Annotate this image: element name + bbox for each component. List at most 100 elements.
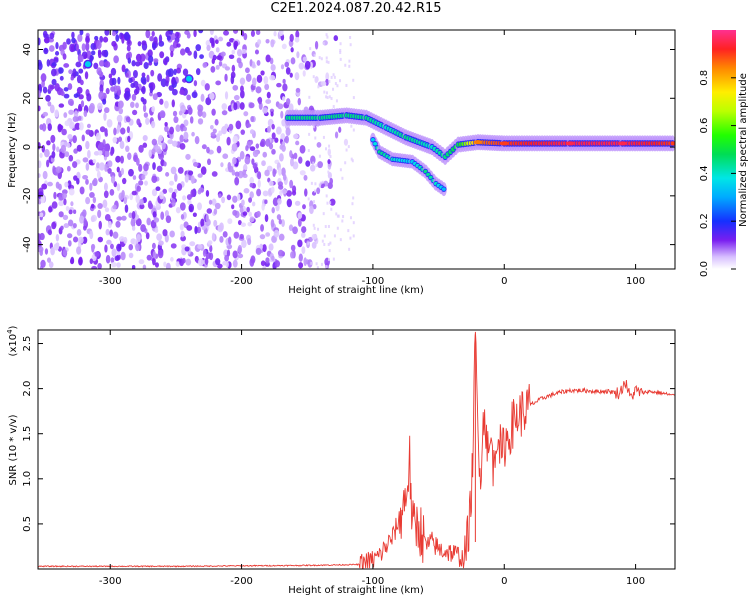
noise-blob (83, 54, 88, 59)
noise-blob (233, 102, 238, 111)
noise-blob (277, 198, 282, 205)
noise-blob (91, 265, 98, 269)
noise-blob (205, 190, 210, 197)
streak-mark (308, 95, 311, 99)
noise-blob (171, 99, 175, 108)
noise-blob (58, 211, 64, 218)
noise-blob (327, 171, 332, 179)
noise-blob (64, 181, 69, 188)
noise-blob (54, 109, 59, 118)
streak-mark (348, 64, 351, 68)
noise-blob (89, 102, 95, 112)
noise-blob (114, 255, 120, 262)
noise-blob (141, 174, 146, 180)
noise-blob (195, 68, 201, 76)
noise-blob (131, 190, 137, 196)
noise-blob (192, 212, 197, 218)
noise-blob (63, 63, 70, 68)
noise-blob (141, 78, 147, 85)
snr-x-ticks: -300 -200 -100 0 100 (99, 330, 645, 587)
noise-blob (72, 68, 77, 77)
noise-blob (79, 186, 85, 195)
streak-mark (337, 214, 340, 218)
noise-blob (90, 203, 95, 209)
streak-mark (348, 247, 351, 251)
noise-blob (67, 98, 74, 106)
streak-mark (310, 181, 313, 185)
noise-blob (96, 162, 100, 169)
noise-blob (252, 150, 259, 158)
noise-blob (224, 66, 231, 71)
noise-blob (179, 143, 186, 150)
colorbar-tick-label: 0.8 (699, 70, 710, 86)
noise-blob (171, 88, 178, 96)
noise-blob (317, 161, 323, 169)
colorbar: 0.0 0.2 0.4 0.6 0.8 Normalized spectral ampl… (699, 30, 749, 277)
noise-blob (131, 265, 136, 269)
noise-blob (285, 67, 291, 75)
noise-blob (162, 188, 168, 194)
noise-blob (235, 120, 242, 130)
noise-blob (289, 179, 294, 189)
noise-blob (155, 186, 161, 191)
noise-blob (237, 219, 242, 226)
noise-blob (179, 202, 186, 211)
snr-y-tick-label: 0.5 (22, 516, 33, 532)
noise-blob (297, 97, 302, 106)
noise-blob (167, 139, 173, 145)
noise-blob (124, 204, 129, 213)
noise-blob (76, 144, 83, 152)
noise-blob (66, 233, 73, 239)
noise-blob (215, 47, 220, 53)
noise-blob (176, 183, 183, 191)
noise-blob (115, 220, 121, 228)
noise-blob (222, 231, 228, 238)
noise-blob (46, 159, 50, 168)
noise-blob (163, 100, 169, 109)
noise-blob (83, 225, 87, 231)
noise-blob (327, 148, 332, 156)
noise-blob (129, 192, 134, 201)
noise-blob (206, 208, 213, 214)
noise-blob (242, 211, 248, 216)
noise-blob (147, 200, 153, 209)
noise-blob (237, 170, 244, 179)
noise-blob (135, 86, 140, 95)
noise-blob (277, 249, 284, 257)
noise-blob (311, 233, 318, 240)
noise-blob (138, 144, 144, 153)
streak-mark (344, 63, 347, 67)
noise-blob (170, 257, 174, 262)
noise-blob (281, 189, 288, 194)
noise-blob (82, 209, 87, 218)
noise-blob (39, 124, 44, 130)
noise-blob (48, 37, 54, 43)
noise-blob (304, 60, 311, 70)
noise-blob (151, 220, 156, 227)
noise-blob (265, 99, 272, 105)
streak-mark (326, 96, 329, 100)
noise-blob (309, 61, 313, 70)
noise-blob (165, 262, 171, 269)
noise-blob (215, 133, 221, 143)
noise-blob (187, 199, 192, 205)
noise-blob (228, 165, 234, 173)
noise-blob (246, 123, 252, 128)
noise-blob (265, 232, 271, 237)
noise-blob (256, 210, 261, 218)
snr-series-line (38, 331, 675, 569)
noise-blob (206, 146, 210, 154)
streak-mark (328, 249, 331, 253)
noise-blob (286, 198, 293, 208)
spectrogram-y-tick-label: -20 (22, 188, 33, 204)
streak-mark (352, 128, 355, 132)
noise-blob (273, 229, 280, 238)
noise-blob (136, 234, 141, 243)
streak-mark (349, 35, 352, 39)
noise-blob (171, 198, 176, 207)
noise-blob (162, 229, 168, 237)
noise-blob (89, 191, 95, 198)
noise-blob (257, 39, 262, 45)
noise-blob (294, 200, 301, 206)
spectrogram-x-ticks: -300 -200 -100 0 100 (99, 30, 645, 287)
